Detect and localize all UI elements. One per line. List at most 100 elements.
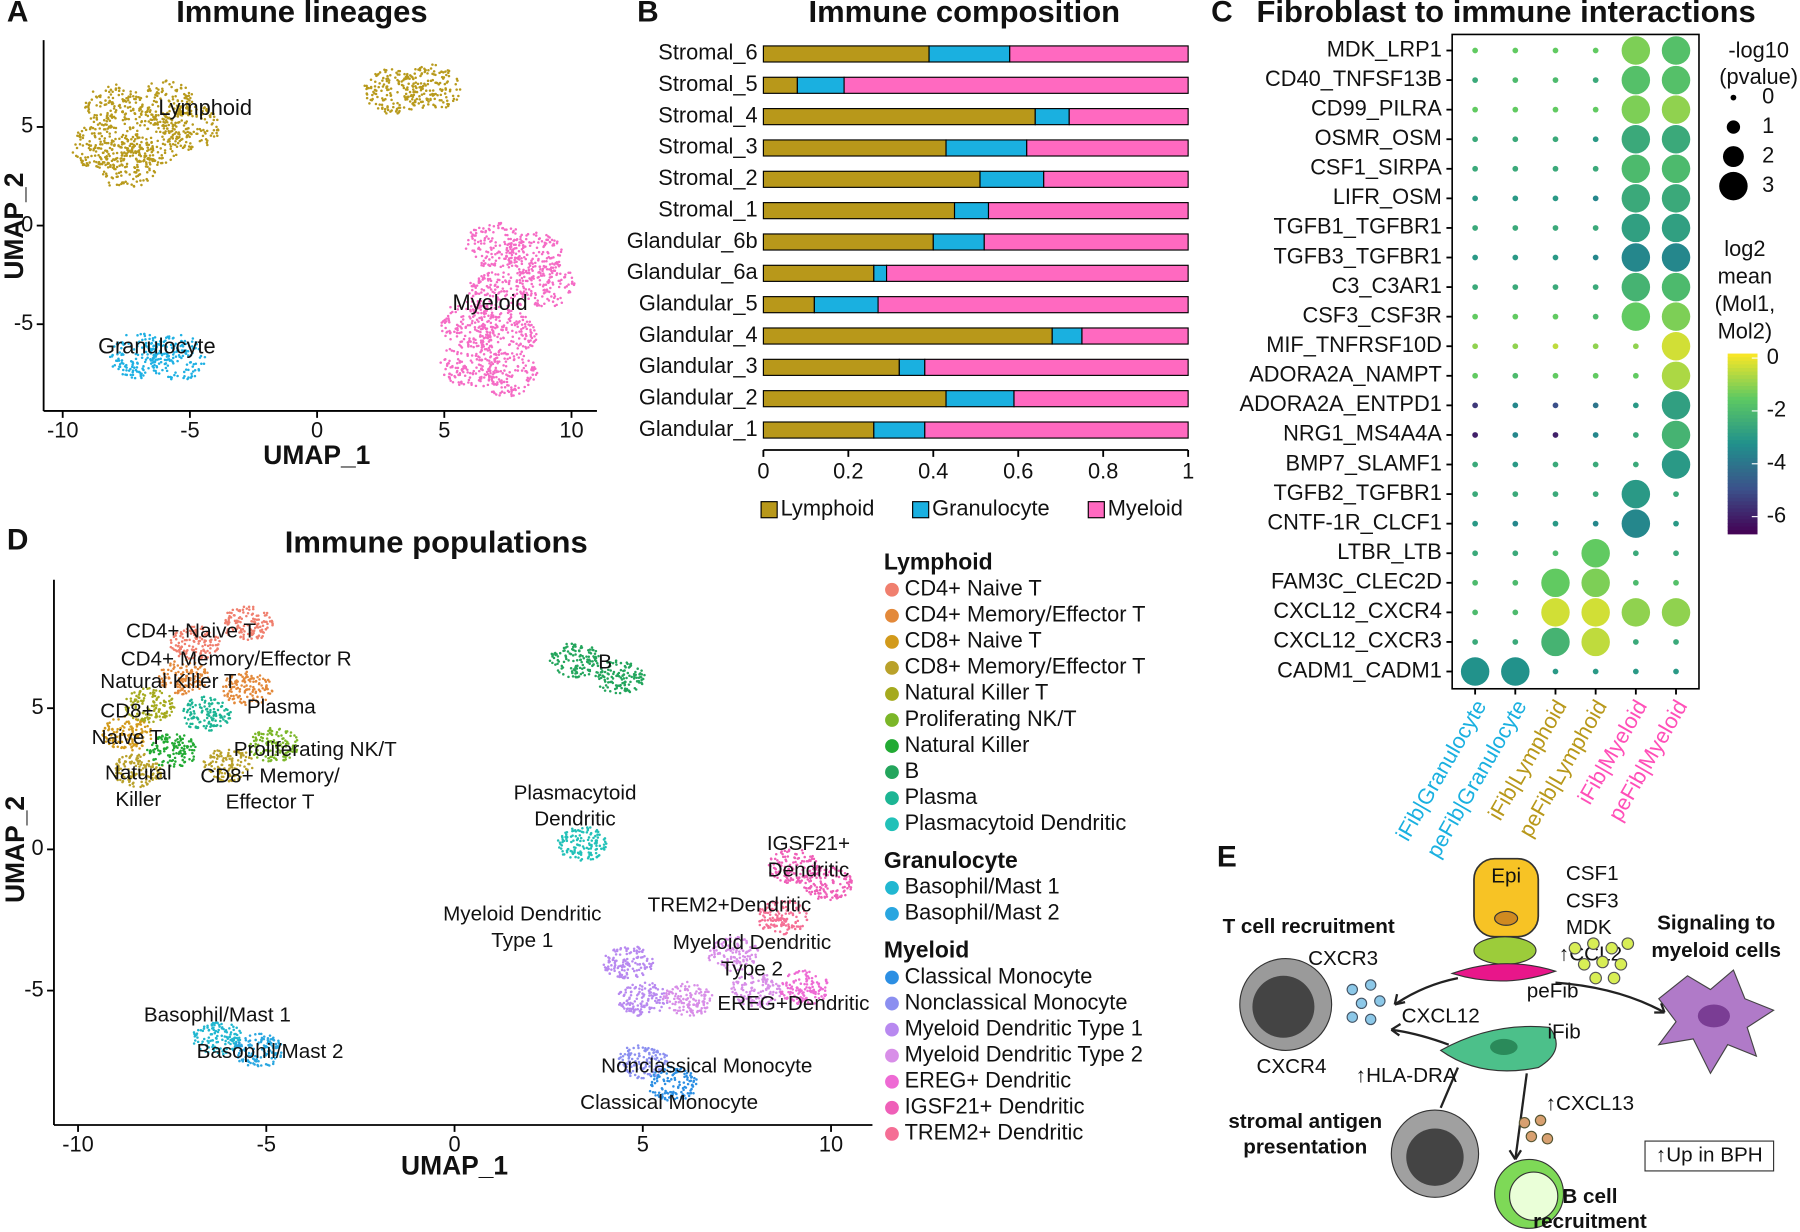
cell-point [443, 82, 447, 86]
cell-point [229, 694, 233, 698]
bar [1034, 108, 1070, 126]
cell-point [216, 708, 220, 712]
cell-point [111, 365, 115, 368]
cell-point [568, 271, 572, 275]
cell-point [125, 165, 128, 168]
cell-point [163, 143, 167, 146]
cell-point [576, 664, 579, 668]
cell-point [580, 660, 583, 664]
cell-point [487, 379, 491, 382]
cell-point [527, 297, 530, 300]
cell-point [415, 97, 419, 101]
dot [1512, 106, 1519, 113]
row-label: NRG1_MS4A4A [1283, 421, 1442, 446]
cell-point [448, 329, 451, 333]
dot [1552, 520, 1559, 527]
cell-point [640, 673, 644, 676]
cell-point [512, 239, 515, 243]
cell-point [573, 282, 576, 285]
cell-point [146, 127, 150, 131]
cell-point [514, 232, 517, 235]
cell-point [447, 102, 450, 106]
cell-point [531, 344, 534, 348]
cell-point [183, 760, 187, 764]
cell-point [159, 360, 163, 364]
cell-point [587, 669, 591, 672]
cell-point [543, 302, 546, 306]
colorbar-label: -6 [1767, 502, 1786, 527]
cell-point [156, 161, 160, 164]
cell-point [154, 715, 157, 719]
cell-point [470, 383, 473, 387]
cell-point [514, 368, 517, 372]
cell-point [608, 690, 612, 693]
cell-point [487, 336, 490, 339]
cell-point [483, 347, 487, 351]
cell-point [464, 366, 467, 370]
cell-point [189, 725, 192, 729]
cell-point [163, 358, 167, 362]
y-tick-label: Glandular_4 [639, 322, 758, 347]
cell-point [157, 708, 161, 711]
row-label: CSF1_SIRPA [1310, 155, 1442, 180]
cell-point [369, 78, 373, 82]
cell-point [142, 368, 145, 372]
cell-point [515, 260, 518, 264]
cell-point [406, 72, 409, 76]
dot [1472, 47, 1478, 54]
cell-point [162, 127, 166, 130]
pefib-cell [1450, 963, 1558, 982]
cxcl13-signals [1518, 1114, 1554, 1145]
cell-point [185, 745, 189, 748]
cell-point [446, 330, 449, 334]
cell-point [277, 728, 281, 731]
cell-point [129, 142, 133, 146]
cell-point [109, 88, 113, 92]
cell-point [517, 250, 521, 253]
dot [1632, 432, 1639, 438]
cell-point [529, 376, 532, 379]
cell-point [397, 80, 401, 83]
cell-point [176, 746, 179, 750]
cell-point [466, 354, 469, 358]
cell-point [395, 107, 399, 111]
t-cell-title: T cell recruitment [1223, 915, 1395, 938]
cell-point [162, 138, 166, 141]
cell-point [577, 856, 580, 859]
cell-point [167, 139, 171, 143]
cell-point [256, 1064, 260, 1068]
cell-point [123, 142, 126, 145]
cell-point [172, 752, 175, 756]
point-cloud [478, 351, 539, 398]
cell-point [201, 109, 204, 113]
cell-point [194, 362, 198, 366]
cell-point [487, 375, 491, 379]
cell-point [487, 237, 490, 241]
cell-point [186, 112, 190, 115]
signal-label: MDK [1566, 916, 1612, 939]
cell-point [204, 137, 208, 141]
colorbar-slice [1727, 367, 1758, 373]
cell-point [122, 158, 125, 162]
cell-point [126, 98, 130, 102]
cell-point [556, 240, 559, 243]
row-label: CXCL12_CXCR3 [1273, 628, 1441, 653]
cell-point [146, 114, 150, 118]
cell-point [182, 124, 186, 127]
cell-point [163, 132, 167, 135]
myeloid-title: Signaling to [1657, 912, 1775, 935]
cell-point [173, 107, 176, 110]
cell-point [486, 383, 490, 387]
cell-point [210, 702, 213, 706]
cell-point [129, 344, 133, 348]
cell-point [394, 76, 397, 79]
dot [1621, 509, 1651, 538]
cell-point [88, 140, 91, 143]
dot [1552, 47, 1559, 54]
cell-point [534, 234, 538, 237]
cell-point [544, 283, 548, 286]
cell-point [143, 159, 146, 162]
cell-point [108, 184, 111, 187]
cell-point [478, 335, 482, 338]
cell-point [592, 648, 595, 652]
